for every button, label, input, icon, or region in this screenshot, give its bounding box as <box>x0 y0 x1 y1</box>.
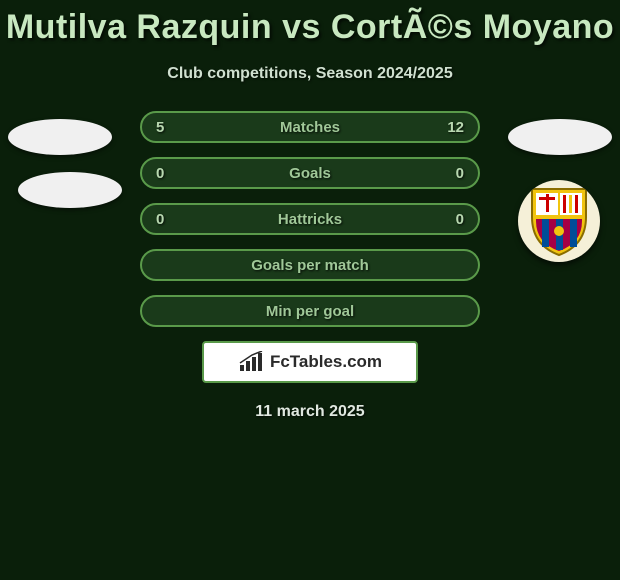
stat-left-value: 0 <box>156 165 186 182</box>
team-left-badge-2 <box>18 172 122 208</box>
stat-right-value: 0 <box>434 211 464 228</box>
page-subtitle: Club competitions, Season 2024/2025 <box>0 65 620 83</box>
barcelona-logo <box>518 180 600 262</box>
stat-row-goals: 0 Goals 0 <box>140 157 480 189</box>
bar-chart-icon <box>238 351 264 373</box>
branding-box: FcTables.com <box>202 341 418 383</box>
stat-row-goals-per-match: Goals per match <box>140 249 480 281</box>
stat-label: Goals <box>289 165 331 182</box>
stat-label: Matches <box>280 119 340 136</box>
page-title: Mutilva Razquin vs CortÃ©s Moyano <box>0 0 620 47</box>
stat-right-value: 0 <box>434 165 464 182</box>
branding-text: FcTables.com <box>270 352 382 372</box>
team-right-badge-1 <box>508 119 612 155</box>
stat-left-value: 0 <box>156 211 186 228</box>
stat-label: Goals per match <box>251 257 369 274</box>
stat-label: Min per goal <box>266 303 354 320</box>
stat-left-value: 5 <box>156 119 186 136</box>
stat-row-matches: 5 Matches 12 <box>140 111 480 143</box>
date-text: 11 march 2025 <box>0 403 620 421</box>
stat-row-min-per-goal: Min per goal <box>140 295 480 327</box>
team-left-badge-1 <box>8 119 112 155</box>
stat-label: Hattricks <box>278 211 342 228</box>
stat-right-value: 12 <box>434 119 464 136</box>
stat-row-hattricks: 0 Hattricks 0 <box>140 203 480 235</box>
